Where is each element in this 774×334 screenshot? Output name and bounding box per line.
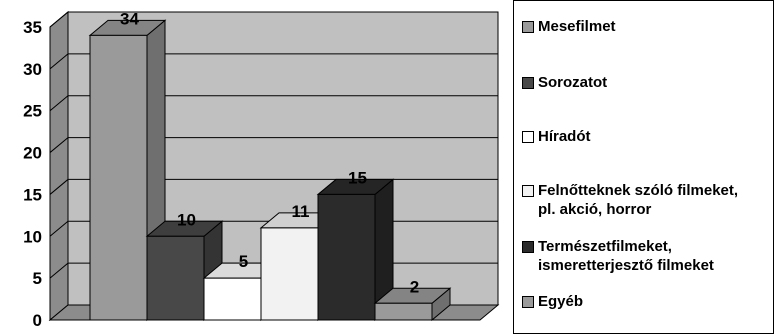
legend-item: Felnőtteknek szóló filmeket, pl. akció, h…: [522, 181, 738, 219]
legend-swatch: [522, 296, 534, 308]
side-wall: [49, 10, 69, 322]
legend-label-line: Híradót: [538, 128, 591, 145]
legend-label: Híradót: [538, 127, 591, 146]
data-label: 10: [177, 210, 196, 229]
bar-6: [373, 287, 452, 322]
legend-swatch: [522, 77, 534, 89]
y-tick-label: 15: [23, 185, 42, 204]
legend-label-line: Felnőtteknek szóló filmeket,: [538, 182, 739, 199]
legend-item: Sorozatot: [522, 73, 607, 92]
bar-chart: 0 5 10 15 20 25 30 35 34 10 5 11 15 2: [23, 9, 500, 330]
legend-item: Egyéb: [522, 292, 583, 311]
y-tick-label: 35: [23, 18, 42, 37]
legend: Mesefilmet Sorozatot Híradót Felnőtteknek s…: [513, 0, 774, 334]
data-label: 5: [239, 252, 248, 271]
legend-label-line: ismeretterjesztő filmeket: [538, 257, 714, 274]
legend-item: Híradót: [522, 127, 591, 146]
gridline: [49, 53, 498, 70]
legend-label: Természetfilmeket, ismeretterjesztő filme…: [538, 237, 714, 275]
data-label: 34: [120, 9, 139, 28]
y-tick-label: 20: [23, 144, 42, 163]
data-label: 15: [348, 168, 367, 187]
legend-label: Felnőtteknek szóló filmeket, pl. akció, h…: [538, 181, 738, 219]
gridline: [49, 95, 498, 112]
legend-swatch: [522, 185, 534, 197]
data-labels: 34 10 5 11 15 2: [120, 9, 419, 296]
y-tick-label: 0: [33, 311, 42, 330]
y-tick-label: 30: [23, 60, 42, 79]
gridline: [49, 11, 498, 28]
y-axis-ticks: 0 5 10 15 20 25 30 35: [23, 18, 42, 330]
data-label: 11: [292, 202, 310, 221]
legend-item: Mesefilmet: [522, 17, 616, 36]
gridline: [49, 137, 498, 153]
legend-item: Természetfilmeket, ismeretterjesztő filme…: [522, 237, 714, 275]
legend-label-line: Mesefilmet: [538, 18, 616, 35]
legend-label: Sorozatot: [538, 73, 607, 92]
legend-swatch: [522, 131, 534, 143]
legend-swatch: [522, 21, 534, 33]
y-tick-label: 5: [33, 269, 42, 288]
y-tick-label: 10: [23, 227, 42, 246]
legend-label-line: Természetfilmeket,: [538, 238, 672, 255]
legend-swatch: [522, 241, 534, 253]
legend-label-line: pl. akció, horror: [538, 201, 652, 218]
bars: [88, 19, 452, 322]
y-tick-label: 25: [23, 102, 42, 121]
legend-label-line: Sorozatot: [538, 74, 608, 91]
legend-label: Mesefilmet: [538, 17, 616, 36]
bar-4: [259, 211, 338, 322]
bar-5: [316, 178, 395, 322]
legend-label: Egyéb: [538, 292, 583, 311]
data-label: 2: [410, 277, 419, 296]
legend-label-line: Egyéb: [538, 293, 584, 310]
